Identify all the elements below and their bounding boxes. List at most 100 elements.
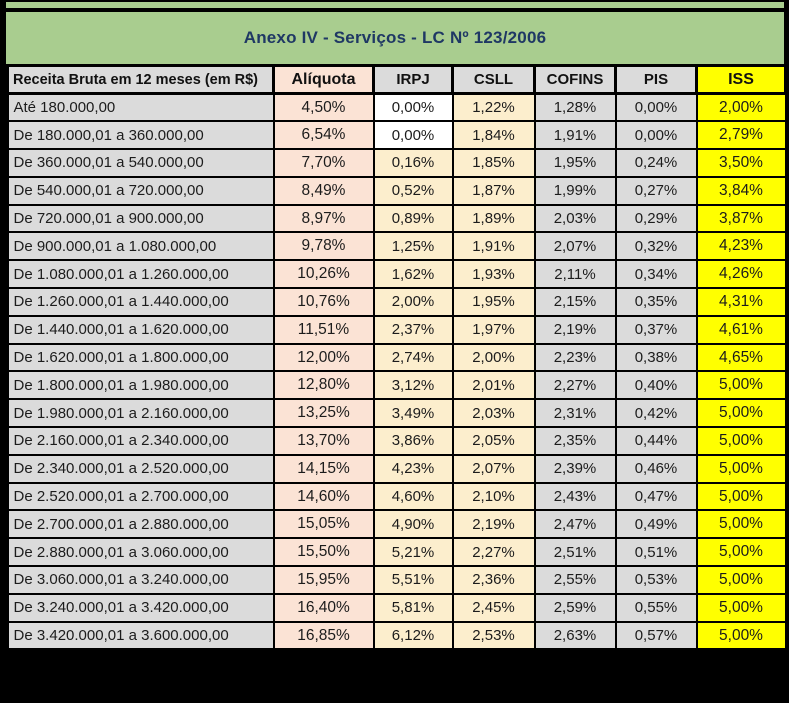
cell-pis: 0,51%: [614, 537, 698, 568]
cell-aliquota: 10,26%: [272, 259, 375, 290]
header-iss: ISS: [695, 64, 787, 95]
cell-csll: 2,03%: [451, 398, 536, 429]
cell-cofins: 2,51%: [533, 537, 617, 568]
cell-cofins: 2,47%: [533, 509, 617, 540]
table-row: De 2.700.000,01 a 2.880.000,00 15,05% 4,90…: [6, 509, 787, 540]
table-row: De 2.160.000,01 a 2.340.000,00 13,70% 3,86…: [6, 426, 787, 456]
cell-iss: 2,79%: [695, 120, 787, 151]
cell-pis: 0,42%: [614, 398, 698, 429]
cell-cofins: 2,55%: [533, 565, 617, 595]
cell-aliquota: 9,78%: [272, 231, 375, 262]
cell-pis: 0,44%: [614, 426, 698, 456]
cell-aliquota: 13,70%: [272, 426, 375, 456]
cell-csll: 1,93%: [451, 259, 536, 290]
cell-aliquota: 12,80%: [272, 370, 375, 401]
cell-iss: 2,00%: [695, 92, 787, 123]
cell-aliquota: 6,54%: [272, 120, 375, 151]
cell-irpj: 3,12%: [372, 370, 454, 401]
cell-irpj: 4,60%: [372, 481, 454, 512]
cell-receita-faixa: De 2.160.000,01 a 2.340.000,00: [6, 426, 275, 456]
cell-aliquota: 8,97%: [272, 203, 375, 234]
cell-cofins: 2,35%: [533, 426, 617, 456]
table-row: De 3.240.000,01 a 3.420.000,00 16,40% 5,81…: [6, 592, 787, 623]
cell-pis: 0,38%: [614, 342, 698, 373]
cell-cofins: 2,07%: [533, 231, 617, 262]
top-green-strip: [6, 2, 784, 8]
cell-pis: 0,27%: [614, 175, 698, 206]
cell-irpj: 4,90%: [372, 509, 454, 540]
cell-irpj: 1,62%: [372, 259, 454, 290]
header-irpj: IRPJ: [372, 64, 454, 95]
cell-receita-faixa: De 1.440.000,01 a 1.620.000,00: [6, 314, 275, 345]
cell-iss: 3,87%: [695, 203, 787, 234]
cell-cofins: 2,23%: [533, 342, 617, 373]
cell-csll: 2,19%: [451, 509, 536, 540]
header-receita-bruta: Receita Bruta em 12 meses (em R$): [6, 64, 275, 95]
header-cofins: COFINS: [533, 64, 617, 95]
cell-aliquota: 13,25%: [272, 398, 375, 429]
cell-irpj: 5,21%: [372, 537, 454, 568]
table-row: De 900.000,01 a 1.080.000,00 9,78% 1,25% 1,…: [6, 231, 787, 262]
cell-receita-faixa: De 3.240.000,01 a 3.420.000,00: [6, 592, 275, 623]
cell-receita-faixa: De 180.000,01 a 360.000,00: [6, 120, 275, 151]
cell-aliquota: 15,05%: [272, 509, 375, 540]
cell-receita-faixa: De 540.000,01 a 720.000,00: [6, 175, 275, 206]
cell-pis: 0,47%: [614, 481, 698, 512]
cell-irpj: 5,81%: [372, 592, 454, 623]
cell-aliquota: 16,40%: [272, 592, 375, 623]
cell-aliquota: 12,00%: [272, 342, 375, 373]
table-row: De 720.000,01 a 900.000,00 8,97% 0,89% 1,89…: [6, 203, 787, 234]
table-row: De 1.980.000,01 a 2.160.000,00 13,25% 3,49…: [6, 398, 787, 429]
cell-iss: 5,00%: [695, 370, 787, 401]
cell-csll: 1,91%: [451, 231, 536, 262]
cell-irpj: 2,37%: [372, 314, 454, 345]
cell-pis: 0,46%: [614, 453, 698, 484]
cell-cofins: 2,11%: [533, 259, 617, 290]
header-aliquota: Alíquota: [272, 64, 375, 95]
cell-cofins: 1,91%: [533, 120, 617, 151]
cell-pis: 0,29%: [614, 203, 698, 234]
cell-cofins: 2,39%: [533, 453, 617, 484]
cell-iss: 4,26%: [695, 259, 787, 290]
cell-aliquota: 15,50%: [272, 537, 375, 568]
cell-pis: 0,34%: [614, 259, 698, 290]
table-row: De 2.520.000,01 a 2.700.000,00 14,60% 4,60…: [6, 481, 787, 512]
table-row: De 1.620.000,01 a 1.800.000,00 12,00% 2,74…: [6, 342, 787, 373]
cell-iss: 4,61%: [695, 314, 787, 345]
cell-irpj: 0,00%: [372, 92, 454, 123]
cell-irpj: 6,12%: [372, 620, 454, 651]
cell-cofins: 1,95%: [533, 148, 617, 178]
cell-cofins: 2,03%: [533, 203, 617, 234]
cell-pis: 0,53%: [614, 565, 698, 595]
cell-pis: 0,37%: [614, 314, 698, 345]
cell-iss: 5,00%: [695, 620, 787, 651]
cell-csll: 2,27%: [451, 537, 536, 568]
cell-pis: 0,35%: [614, 287, 698, 317]
table-row: De 360.000,01 a 540.000,00 7,70% 0,16% 1,85…: [6, 148, 787, 178]
cell-iss: 5,00%: [695, 398, 787, 429]
cell-pis: 0,49%: [614, 509, 698, 540]
header-pis: PIS: [614, 64, 698, 95]
table-row: De 3.420.000,01 a 3.600.000,00 16,85% 6,12…: [6, 620, 787, 651]
cell-csll: 2,53%: [451, 620, 536, 651]
cell-iss: 5,00%: [695, 565, 787, 595]
cell-receita-faixa: De 3.060.000,01 a 3.240.000,00: [6, 565, 275, 595]
table-row: De 2.880.000,01 a 3.060.000,00 15,50% 5,21…: [6, 537, 787, 568]
cell-receita-faixa: De 360.000,01 a 540.000,00: [6, 148, 275, 178]
cell-aliquota: 15,95%: [272, 565, 375, 595]
table-row: De 1.260.000,01 a 1.440.000,00 10,76% 2,00…: [6, 287, 787, 317]
cell-cofins: 2,27%: [533, 370, 617, 401]
cell-csll: 2,10%: [451, 481, 536, 512]
cell-cofins: 1,28%: [533, 92, 617, 123]
tax-table: Receita Bruta em 12 meses (em R$) Alíquo…: [6, 64, 787, 651]
cell-irpj: 0,52%: [372, 175, 454, 206]
cell-receita-faixa: De 1.620.000,01 a 1.800.000,00: [6, 342, 275, 373]
cell-pis: 0,24%: [614, 148, 698, 178]
cell-irpj: 2,74%: [372, 342, 454, 373]
cell-irpj: 2,00%: [372, 287, 454, 317]
cell-csll: 2,00%: [451, 342, 536, 373]
table-row: De 1.800.000,01 a 1.980.000,00 12,80% 3,12…: [6, 370, 787, 401]
cell-csll: 2,01%: [451, 370, 536, 401]
cell-receita-faixa: De 1.800.000,01 a 1.980.000,00: [6, 370, 275, 401]
cell-cofins: 1,99%: [533, 175, 617, 206]
